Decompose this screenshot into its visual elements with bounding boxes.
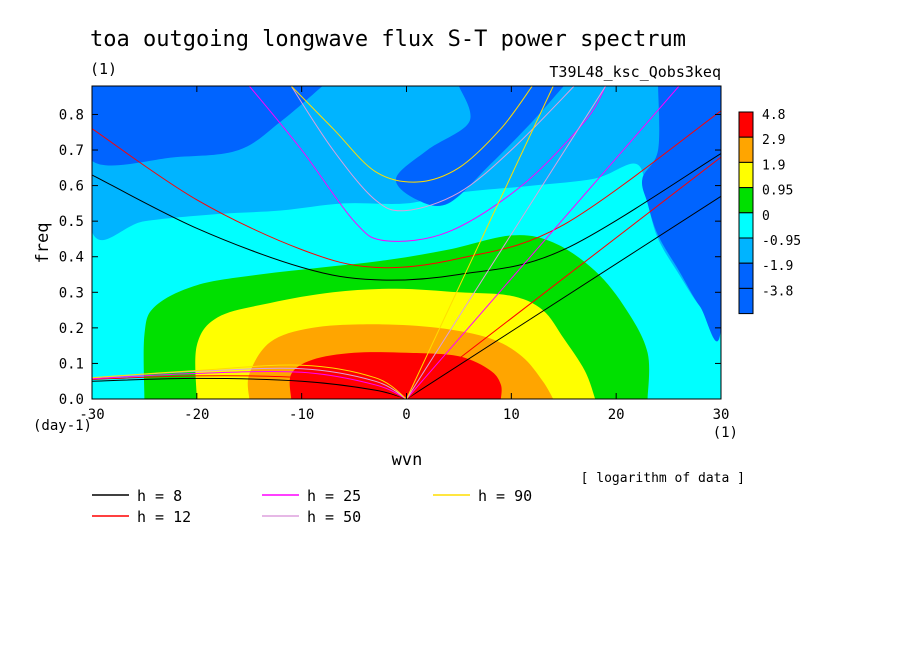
colorbar-label: 4.8 bbox=[762, 108, 785, 123]
colorbar-swatch bbox=[738, 287, 754, 315]
legend-label-h8: h = 8 bbox=[137, 487, 182, 505]
y-tick-label: 0.4 bbox=[59, 250, 84, 266]
colorbar-swatch bbox=[738, 161, 754, 189]
contour-region-2 bbox=[395, 86, 564, 207]
x-axis-title: wvn bbox=[392, 450, 423, 470]
y-tick-label: 0.2 bbox=[59, 321, 84, 337]
curve-h8-kelvin bbox=[406, 195, 721, 399]
colorbar-swatch bbox=[738, 262, 754, 289]
y-unit-label: (day-1) bbox=[33, 418, 92, 434]
colorbar-label: 1.9 bbox=[762, 158, 785, 173]
data-note: [ logarithm of data ] bbox=[581, 471, 745, 486]
x-tick-label: -20 bbox=[184, 407, 209, 423]
y-tick-label: 0.7 bbox=[59, 143, 84, 159]
contour-region-3 bbox=[641, 86, 721, 342]
colorbar-label: -3.8 bbox=[762, 284, 793, 299]
curve-h25-kelvin bbox=[406, 86, 680, 399]
colorbar-label: 0.95 bbox=[762, 184, 793, 199]
colorbar-swatch bbox=[738, 212, 754, 239]
curve-h90-rossby bbox=[92, 364, 407, 399]
subtitle-left: (1) bbox=[90, 60, 117, 78]
y-tick-label: 0.6 bbox=[59, 179, 84, 195]
x-tick-label: 20 bbox=[608, 407, 625, 423]
subtitle-right: T39L48_ksc_Qobs3keq bbox=[549, 63, 721, 81]
colorbar-label: -0.95 bbox=[762, 234, 801, 249]
colorbar-swatch bbox=[738, 136, 754, 163]
y-tick-label: 0.1 bbox=[59, 356, 84, 372]
x-unit-label: (1) bbox=[713, 425, 738, 441]
colorbar: 4.8 2.9 1.9 0.95 0 -0.95 -1.9 -3.8 bbox=[738, 108, 801, 315]
curve-h50-kelvin bbox=[406, 86, 607, 399]
curve-h90-ig bbox=[290, 86, 533, 183]
curve-h90-kelvin bbox=[406, 86, 554, 399]
colorbar-swatch bbox=[738, 237, 754, 264]
chart-title: toa outgoing longwave flux S-T power spe… bbox=[90, 27, 686, 52]
x-tick-label: -10 bbox=[289, 407, 314, 423]
dispersion-curves bbox=[92, 86, 721, 399]
curve-h8-rossby bbox=[92, 377, 407, 399]
legend-label-h12: h = 12 bbox=[137, 508, 191, 526]
colorbar-swatch bbox=[738, 111, 754, 138]
x-axis: -30 -20 -10 0 10 20 30 bbox=[79, 86, 729, 423]
y-axis: 0.0 0.1 0.2 0.3 0.4 0.5 0.6 0.7 0.8 bbox=[59, 107, 721, 408]
legend: h = 8 h = 12 h = 25 h = 50 h = 90 bbox=[92, 487, 532, 526]
curve-h50-ig bbox=[290, 86, 575, 212]
legend-label-h50: h = 50 bbox=[307, 508, 361, 526]
contour-regions bbox=[92, 86, 721, 399]
legend-label-h90: h = 90 bbox=[478, 487, 532, 505]
curve-h8-ig bbox=[92, 153, 721, 281]
curve-h12-rossby bbox=[92, 375, 407, 399]
curve-h25-ig bbox=[248, 86, 607, 242]
colorbar-label: 0 bbox=[762, 209, 770, 224]
plot-area bbox=[91, 85, 722, 400]
legend-label-h25: h = 25 bbox=[307, 487, 361, 505]
colorbar-swatch bbox=[738, 187, 754, 214]
curve-h12-ig bbox=[92, 110, 721, 269]
x-tick-label: 30 bbox=[713, 407, 730, 423]
contour-region-1 bbox=[92, 86, 323, 166]
curve-h25-rossby bbox=[92, 371, 407, 399]
y-tick-label: 0.0 bbox=[59, 392, 84, 408]
y-tick-label: 0.5 bbox=[59, 214, 84, 230]
contour-region-7 bbox=[289, 352, 502, 399]
curve-h12-kelvin bbox=[406, 156, 721, 399]
contour-region-0 bbox=[92, 86, 721, 342]
x-tick-label: 0 bbox=[402, 407, 410, 423]
x-tick-label: -30 bbox=[79, 407, 104, 423]
y-tick-label: 0.8 bbox=[59, 107, 84, 123]
y-axis-title: freq bbox=[33, 223, 53, 264]
colorbar-label: 2.9 bbox=[762, 133, 785, 148]
colorbar-label: -1.9 bbox=[762, 259, 793, 274]
x-tick-label: 10 bbox=[503, 407, 520, 423]
y-tick-label: 0.3 bbox=[59, 285, 84, 301]
